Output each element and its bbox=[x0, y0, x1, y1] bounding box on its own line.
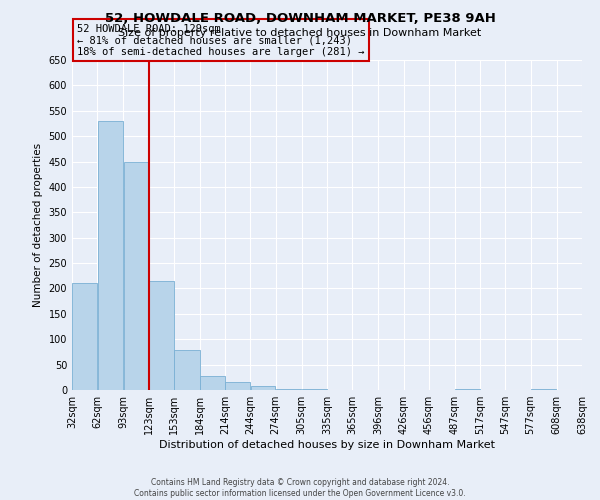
Bar bbox=[98, 121, 123, 390]
Bar bbox=[124, 162, 148, 390]
Bar bbox=[200, 376, 225, 390]
Text: Size of property relative to detached houses in Downham Market: Size of property relative to detached ho… bbox=[118, 28, 482, 38]
Bar bbox=[72, 284, 97, 390]
Bar bbox=[251, 386, 275, 390]
Bar bbox=[149, 281, 173, 390]
Text: 52 HOWDALE ROAD: 129sqm
← 81% of detached houses are smaller (1,243)
18% of semi: 52 HOWDALE ROAD: 129sqm ← 81% of detache… bbox=[77, 24, 365, 56]
Y-axis label: Number of detached properties: Number of detached properties bbox=[33, 143, 43, 307]
Bar bbox=[174, 350, 200, 390]
Text: Contains HM Land Registry data © Crown copyright and database right 2024.
Contai: Contains HM Land Registry data © Crown c… bbox=[134, 478, 466, 498]
Bar bbox=[276, 389, 301, 390]
Text: 52, HOWDALE ROAD, DOWNHAM MARKET, PE38 9AH: 52, HOWDALE ROAD, DOWNHAM MARKET, PE38 9… bbox=[104, 12, 496, 26]
X-axis label: Distribution of detached houses by size in Downham Market: Distribution of detached houses by size … bbox=[159, 440, 495, 450]
Bar bbox=[226, 382, 250, 390]
